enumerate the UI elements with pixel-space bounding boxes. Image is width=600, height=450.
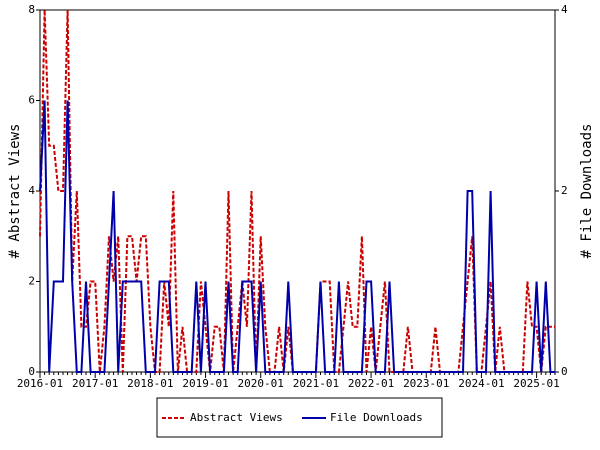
y2-axis-title: # File Downloads	[579, 124, 595, 259]
legend-box	[156, 397, 443, 438]
y-tick-label: 8	[28, 3, 35, 16]
x-tick-label: 2022-01	[348, 377, 394, 390]
y2-tick-label: 2	[561, 184, 568, 197]
y-tick-label: 0	[28, 365, 35, 378]
y-axis-title: # Abstract Views	[7, 124, 23, 259]
legend-label: File Downloads	[330, 411, 423, 424]
y2-tick-label: 0	[561, 365, 568, 378]
y-tick-label: 6	[28, 94, 35, 107]
y2-tick-label: 4	[561, 3, 568, 16]
x-tick-label: 2025-01	[513, 377, 559, 390]
legend-label: Abstract Views	[190, 411, 283, 424]
y-tick-label: 2	[28, 275, 35, 288]
y-tick-label: 4	[28, 184, 35, 197]
x-tick-label: 2024-01	[458, 377, 504, 390]
x-tick-label: 2020-01	[238, 377, 284, 390]
x-tick-label: 2021-01	[293, 377, 339, 390]
x-tick-label: 2023-01	[403, 377, 449, 390]
x-tick-label: 2018-01	[127, 377, 173, 390]
x-tick-label: 2017-01	[72, 377, 118, 390]
x-tick-label: 2016-01	[17, 377, 63, 390]
series-line	[39, 100, 555, 373]
x-tick-label: 2019-01	[182, 377, 228, 390]
